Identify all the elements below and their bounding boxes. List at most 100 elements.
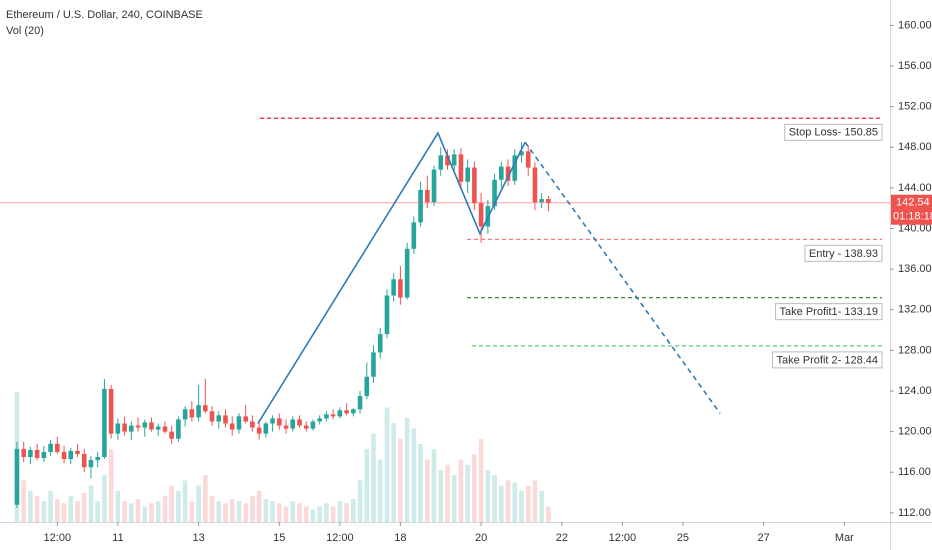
volume-bar xyxy=(317,506,322,522)
volume-bar xyxy=(55,499,60,522)
volume-bar xyxy=(404,418,410,522)
candle-body xyxy=(209,411,215,422)
level-label-text: Take Profit 2- 128.44 xyxy=(776,354,878,366)
volume-bar xyxy=(539,490,544,522)
level-label-box xyxy=(804,244,883,262)
candle-body xyxy=(431,169,437,203)
candle-body xyxy=(169,431,174,439)
candle-body xyxy=(81,453,87,468)
candle-body xyxy=(404,248,410,298)
volume-bar xyxy=(324,503,329,522)
y-tick-label: 112.00 xyxy=(898,507,931,519)
candle-body xyxy=(142,422,148,428)
volume-bar xyxy=(350,499,356,522)
volume-bar xyxy=(182,480,188,522)
volume-bar xyxy=(525,485,531,522)
y-tick-label: 144.00 xyxy=(898,182,932,194)
candle-body xyxy=(539,199,544,203)
candle-body xyxy=(384,295,390,335)
candle-body xyxy=(350,409,356,414)
level-label-text: Entry - 138.93 xyxy=(809,248,878,260)
level-label: Take Profit 2- 128.44 xyxy=(771,351,883,369)
volume-bar xyxy=(122,501,127,522)
x-tick-label: 20 xyxy=(475,532,487,544)
volume-bar xyxy=(256,490,262,522)
candle-body xyxy=(263,423,269,434)
candle-body xyxy=(236,416,242,430)
y-tick-label: 156.00 xyxy=(898,60,932,72)
candle-body xyxy=(115,423,121,434)
x-tick-label: 15 xyxy=(273,532,285,544)
volume-bar xyxy=(223,503,228,522)
candle-body xyxy=(21,448,26,458)
y-tick-label: 120.00 xyxy=(898,426,932,438)
candle-body xyxy=(283,425,289,429)
volume-bar xyxy=(129,503,134,522)
candle-body xyxy=(478,203,484,227)
volume-bar xyxy=(330,506,336,522)
candle-body xyxy=(317,418,322,422)
candle-body xyxy=(61,451,67,460)
candle-body xyxy=(297,419,302,426)
volume-bar xyxy=(519,490,524,522)
volume-bar xyxy=(81,492,87,522)
price-tag-value: 142.54 xyxy=(896,197,930,209)
y-tick-label: 152.00 xyxy=(898,101,932,113)
volume-bar xyxy=(88,485,94,522)
candle-body xyxy=(344,410,349,414)
volume-bar xyxy=(418,444,423,522)
candle-body xyxy=(418,189,423,223)
level-label-text: Stop Loss- 150.85 xyxy=(789,127,878,139)
volume-bar xyxy=(41,501,47,522)
candle-body xyxy=(149,422,154,430)
candle-body xyxy=(330,414,336,417)
candle-body xyxy=(324,414,329,419)
candle-body xyxy=(28,449,33,458)
level-label: Take Profit1- 133.19 xyxy=(775,303,883,321)
y-tick-label: 160.00 xyxy=(898,19,932,31)
volume-bar xyxy=(263,499,269,522)
candle-body xyxy=(357,396,363,410)
candle-body xyxy=(438,155,444,170)
volume-bar xyxy=(108,449,114,522)
volume-bar xyxy=(48,490,53,522)
y-tick-label: 128.00 xyxy=(898,344,932,356)
candle-body xyxy=(364,376,370,397)
candle-body xyxy=(270,418,275,424)
candle-body xyxy=(546,199,551,203)
volume-bar xyxy=(155,501,161,522)
volume-bar xyxy=(438,470,444,522)
volume-bar xyxy=(377,459,383,522)
level-label: Entry - 138.93 xyxy=(804,244,883,262)
volume-bar xyxy=(176,490,181,522)
volume-title: Vol (20) xyxy=(6,25,44,37)
x-tick-label: 25 xyxy=(677,532,689,544)
volume-bar xyxy=(115,490,121,522)
volume-bar xyxy=(445,464,450,522)
volume-bar xyxy=(364,449,370,522)
volume-bar xyxy=(458,459,464,522)
volume-bar xyxy=(384,407,390,522)
candle-body xyxy=(411,222,417,249)
pattern-line xyxy=(257,131,526,424)
candle-body xyxy=(243,416,248,422)
price-tag-countdown: 01:18:18 xyxy=(893,211,932,223)
candle-body xyxy=(445,155,450,166)
volume-bar xyxy=(229,499,235,522)
x-tick-label: 12:00 xyxy=(609,532,637,544)
volume-bar xyxy=(236,501,242,522)
volume-bar xyxy=(478,438,484,522)
candle-body xyxy=(162,426,168,432)
volume-bar xyxy=(451,475,457,522)
volume-bar xyxy=(297,503,302,522)
candle-body xyxy=(34,449,40,459)
volume-bar xyxy=(485,470,491,522)
candle-body xyxy=(310,421,316,429)
volume-bar xyxy=(465,464,470,522)
candle-body xyxy=(129,425,134,432)
candle-body xyxy=(189,409,195,418)
volume-bar xyxy=(277,503,282,522)
price-tag xyxy=(891,194,932,225)
candle-body xyxy=(203,405,208,412)
